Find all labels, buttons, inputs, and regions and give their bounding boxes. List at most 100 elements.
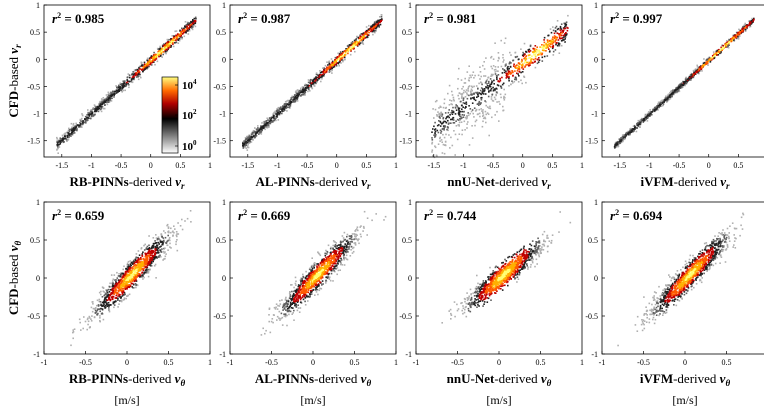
density-point xyxy=(543,36,546,39)
density-point xyxy=(525,58,528,60)
density-point xyxy=(118,275,121,277)
density-point xyxy=(444,126,446,128)
density-point xyxy=(146,66,149,68)
density-point xyxy=(186,27,189,30)
density-point xyxy=(137,75,139,78)
density-point xyxy=(507,76,509,79)
density-point xyxy=(84,118,86,120)
density-point xyxy=(114,279,116,281)
density-point xyxy=(84,115,87,118)
density-point xyxy=(315,82,317,85)
density-point xyxy=(703,64,706,66)
density-point xyxy=(665,95,667,98)
density-point xyxy=(162,250,165,253)
density-point xyxy=(68,127,70,130)
density-point xyxy=(118,284,121,286)
density-point xyxy=(460,97,463,99)
density-point xyxy=(134,278,136,280)
density-point xyxy=(188,28,191,30)
density-point xyxy=(664,99,666,101)
density-point xyxy=(247,146,250,149)
density-point xyxy=(150,262,153,264)
density-point xyxy=(129,277,132,279)
density-point xyxy=(139,264,141,267)
density-point xyxy=(98,101,101,104)
density-point xyxy=(100,293,102,296)
density-point xyxy=(161,243,163,246)
density-point xyxy=(145,258,148,260)
density-point xyxy=(549,28,552,30)
density-point xyxy=(359,40,361,42)
density-points xyxy=(260,210,387,336)
density-point xyxy=(376,25,379,27)
density-point xyxy=(439,125,442,127)
density-point xyxy=(439,129,442,132)
density-point xyxy=(721,44,724,47)
density-point xyxy=(630,131,632,133)
density-point xyxy=(444,112,447,114)
density-point xyxy=(490,75,492,77)
density-point xyxy=(117,279,120,281)
density-point xyxy=(152,57,155,60)
density-point xyxy=(245,144,247,146)
density-point xyxy=(464,77,466,80)
density-point xyxy=(468,65,470,67)
density-point xyxy=(666,101,668,103)
density-point xyxy=(96,304,98,307)
density-point xyxy=(121,279,124,282)
density-point xyxy=(151,249,153,252)
density-point xyxy=(116,292,118,294)
density-point xyxy=(444,120,447,123)
density-point xyxy=(97,312,99,315)
density-point xyxy=(129,270,132,273)
density-point xyxy=(719,49,722,51)
density-point xyxy=(337,62,340,65)
density-point xyxy=(494,42,496,44)
density-point xyxy=(366,34,369,36)
density-point xyxy=(164,48,166,50)
density-point xyxy=(355,39,357,41)
x-tick-label: -1.5 xyxy=(613,161,626,170)
density-point xyxy=(106,289,108,292)
density-point xyxy=(743,24,746,26)
density-point xyxy=(706,62,709,65)
density-point xyxy=(479,89,482,92)
density-point xyxy=(642,121,645,123)
density-point xyxy=(145,262,147,265)
density-point xyxy=(134,279,136,281)
density-point xyxy=(552,41,555,44)
density-point xyxy=(100,103,103,106)
density-point xyxy=(117,289,119,292)
density-point xyxy=(469,112,471,115)
density-point xyxy=(556,28,559,31)
density-point xyxy=(499,103,501,105)
density-point xyxy=(517,73,519,75)
density-point xyxy=(565,21,568,23)
density-point xyxy=(509,65,512,68)
density-point xyxy=(564,38,566,40)
x-axis-label: RB-PINNs-derived vθ xyxy=(69,371,186,388)
density-point xyxy=(615,141,617,144)
density-point xyxy=(91,315,93,317)
density-point xyxy=(277,119,280,121)
density-point xyxy=(730,40,733,43)
density-point xyxy=(244,144,246,147)
density-point xyxy=(250,133,253,135)
density-point xyxy=(278,305,281,307)
y-tick-label: 0 xyxy=(594,55,598,64)
density-point xyxy=(377,19,379,22)
density-point xyxy=(154,58,156,60)
density-point xyxy=(129,285,132,287)
density-point xyxy=(720,51,722,53)
density-point xyxy=(501,83,504,86)
density-point xyxy=(138,260,140,262)
density-point xyxy=(161,248,163,250)
density-point xyxy=(558,33,560,35)
density-point xyxy=(632,128,635,131)
density-point xyxy=(137,258,139,261)
density-point xyxy=(102,290,105,293)
density-point xyxy=(121,280,123,283)
density-point xyxy=(141,268,144,270)
density-point xyxy=(693,72,695,75)
density-point xyxy=(187,23,189,26)
